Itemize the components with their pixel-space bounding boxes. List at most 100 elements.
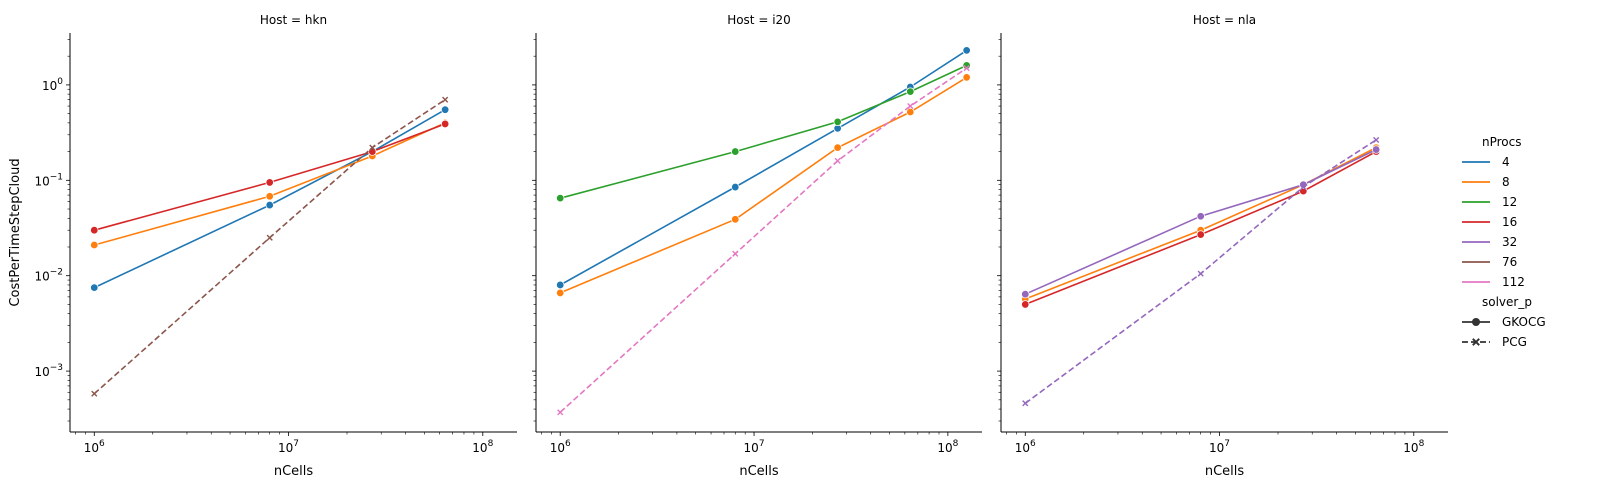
- y-axis-label: CostPerTimeStepCloud: [8, 158, 23, 306]
- facet-panel-nla: Host = nla 106 107 108 nCells: [997, 13, 1448, 479]
- marker-stroke: [91, 390, 98, 397]
- marker-stroke: [907, 102, 914, 110]
- data-point: [1021, 300, 1030, 309]
- marker-stroke: [1300, 183, 1307, 191]
- data-point: [440, 105, 450, 114]
- marker-stroke: [266, 234, 273, 241]
- x-tick-label: 107: [1209, 439, 1230, 455]
- facet-title: Host = nla: [1193, 13, 1256, 27]
- y-tick-label: 10−1: [34, 172, 63, 188]
- legend-label-4: 4: [1502, 155, 1510, 169]
- data-point: [906, 87, 915, 96]
- data-point: [962, 46, 971, 55]
- marker-stroke: [442, 96, 449, 103]
- data-point: [1021, 289, 1030, 299]
- data-point: [90, 283, 99, 292]
- marker-stroke: [1197, 270, 1204, 277]
- series-line-32-pcg: [1024, 139, 1377, 404]
- legend: nProcs 4 8 12 16 32 76 112 solver_p GKOCG PCG: [1462, 135, 1546, 349]
- marker-stroke: [557, 409, 564, 416]
- x-tick-label: 107: [278, 439, 299, 455]
- legend-label-pcg: PCG: [1502, 335, 1527, 349]
- legend-marker-x: [1472, 338, 1480, 346]
- y-tick-label: 10−3: [34, 363, 63, 379]
- legend-title-solver: solver_p: [1482, 295, 1532, 309]
- legend-label-16: 16: [1502, 215, 1517, 229]
- data-point: [440, 119, 450, 129]
- data-point-x-marker: [1197, 270, 1204, 277]
- y-tick-label: 10−2: [34, 268, 63, 284]
- data-point: [1196, 230, 1205, 239]
- marker-stroke: [1373, 136, 1380, 144]
- x-tick-label: 106: [550, 439, 571, 455]
- x-tick-label: 106: [1015, 439, 1036, 455]
- data-point-x-marker: [442, 96, 449, 103]
- facet-panel-hkn: Host = hkn 106 107 108 10−3 10−2 10−1 100 nCells: [34, 13, 517, 479]
- data-point: [962, 73, 971, 82]
- data-point: [556, 193, 565, 203]
- x-tick-label: 107: [744, 439, 765, 455]
- legend-label-gkocg: GKOCG: [1502, 315, 1546, 329]
- series-line-8-gkocg: [1025, 146, 1377, 300]
- marker-stroke: [834, 157, 841, 164]
- series-line-112-pcg: [559, 67, 968, 413]
- data-point: [556, 280, 565, 290]
- x-tick-label: 108: [472, 439, 493, 455]
- data-point-x-marker: [834, 157, 841, 164]
- series-line-4-gkocg: [93, 109, 446, 289]
- facet-title: Host = hkn: [260, 13, 327, 27]
- legend-label-12: 12: [1502, 195, 1517, 209]
- data-point-x-marker: [557, 409, 564, 416]
- series-line-16-gkocg: [1025, 150, 1377, 306]
- data-point: [833, 117, 842, 127]
- data-point: [265, 200, 274, 210]
- x-axis-label: nCells: [739, 464, 779, 479]
- data-point: [731, 147, 740, 156]
- legend-label-8: 8: [1502, 175, 1510, 189]
- data-point-x-marker: [1022, 400, 1029, 407]
- data-point-x-marker: [907, 102, 914, 110]
- series-line-12-gkocg: [559, 64, 968, 199]
- marker-stroke: [732, 250, 739, 257]
- data-point: [1196, 212, 1205, 221]
- legend-label-112: 112: [1502, 275, 1525, 289]
- legend-label-76: 76: [1502, 255, 1517, 269]
- data-point: [962, 61, 971, 70]
- series-line-8-gkocg: [94, 122, 446, 246]
- x-axis-label: nCells: [274, 464, 314, 479]
- data-point: [731, 182, 740, 192]
- data-point-x-marker: [1373, 136, 1380, 144]
- data-point: [265, 192, 274, 201]
- facet-title: Host = i20: [727, 13, 791, 27]
- data-point: [833, 143, 842, 152]
- data-point: [368, 147, 377, 156]
- data-point: [556, 288, 565, 298]
- series-line-76-pcg: [93, 99, 446, 395]
- x-tick-label: 108: [1403, 439, 1424, 455]
- data-point: [265, 178, 274, 187]
- data-point-x-marker: [369, 144, 376, 151]
- marker-stroke: [963, 65, 970, 72]
- data-point-x-marker: [963, 65, 970, 72]
- data-point: [90, 240, 99, 250]
- x-tick-label: 106: [84, 439, 105, 455]
- data-point: [906, 107, 915, 117]
- legend-label-32: 32: [1502, 235, 1517, 249]
- data-point: [1371, 145, 1381, 154]
- data-point-x-marker: [266, 234, 273, 241]
- data-point-x-marker: [1300, 183, 1307, 191]
- x-tick-label: 108: [937, 439, 958, 455]
- legend-title-nprocs: nProcs: [1482, 135, 1522, 149]
- facet-panel-i20: Host = i20 106 107 108 nCells: [532, 13, 982, 479]
- data-point-x-marker: [91, 390, 98, 397]
- marker-stroke: [1022, 400, 1029, 407]
- data-point-x-marker: [732, 250, 739, 257]
- data-point: [731, 215, 740, 224]
- legend-marker-circle: [1472, 318, 1480, 326]
- data-point: [90, 225, 99, 235]
- series-line-16-gkocg: [94, 123, 446, 231]
- marker-stroke: [369, 144, 376, 151]
- x-axis-label: nCells: [1205, 464, 1245, 479]
